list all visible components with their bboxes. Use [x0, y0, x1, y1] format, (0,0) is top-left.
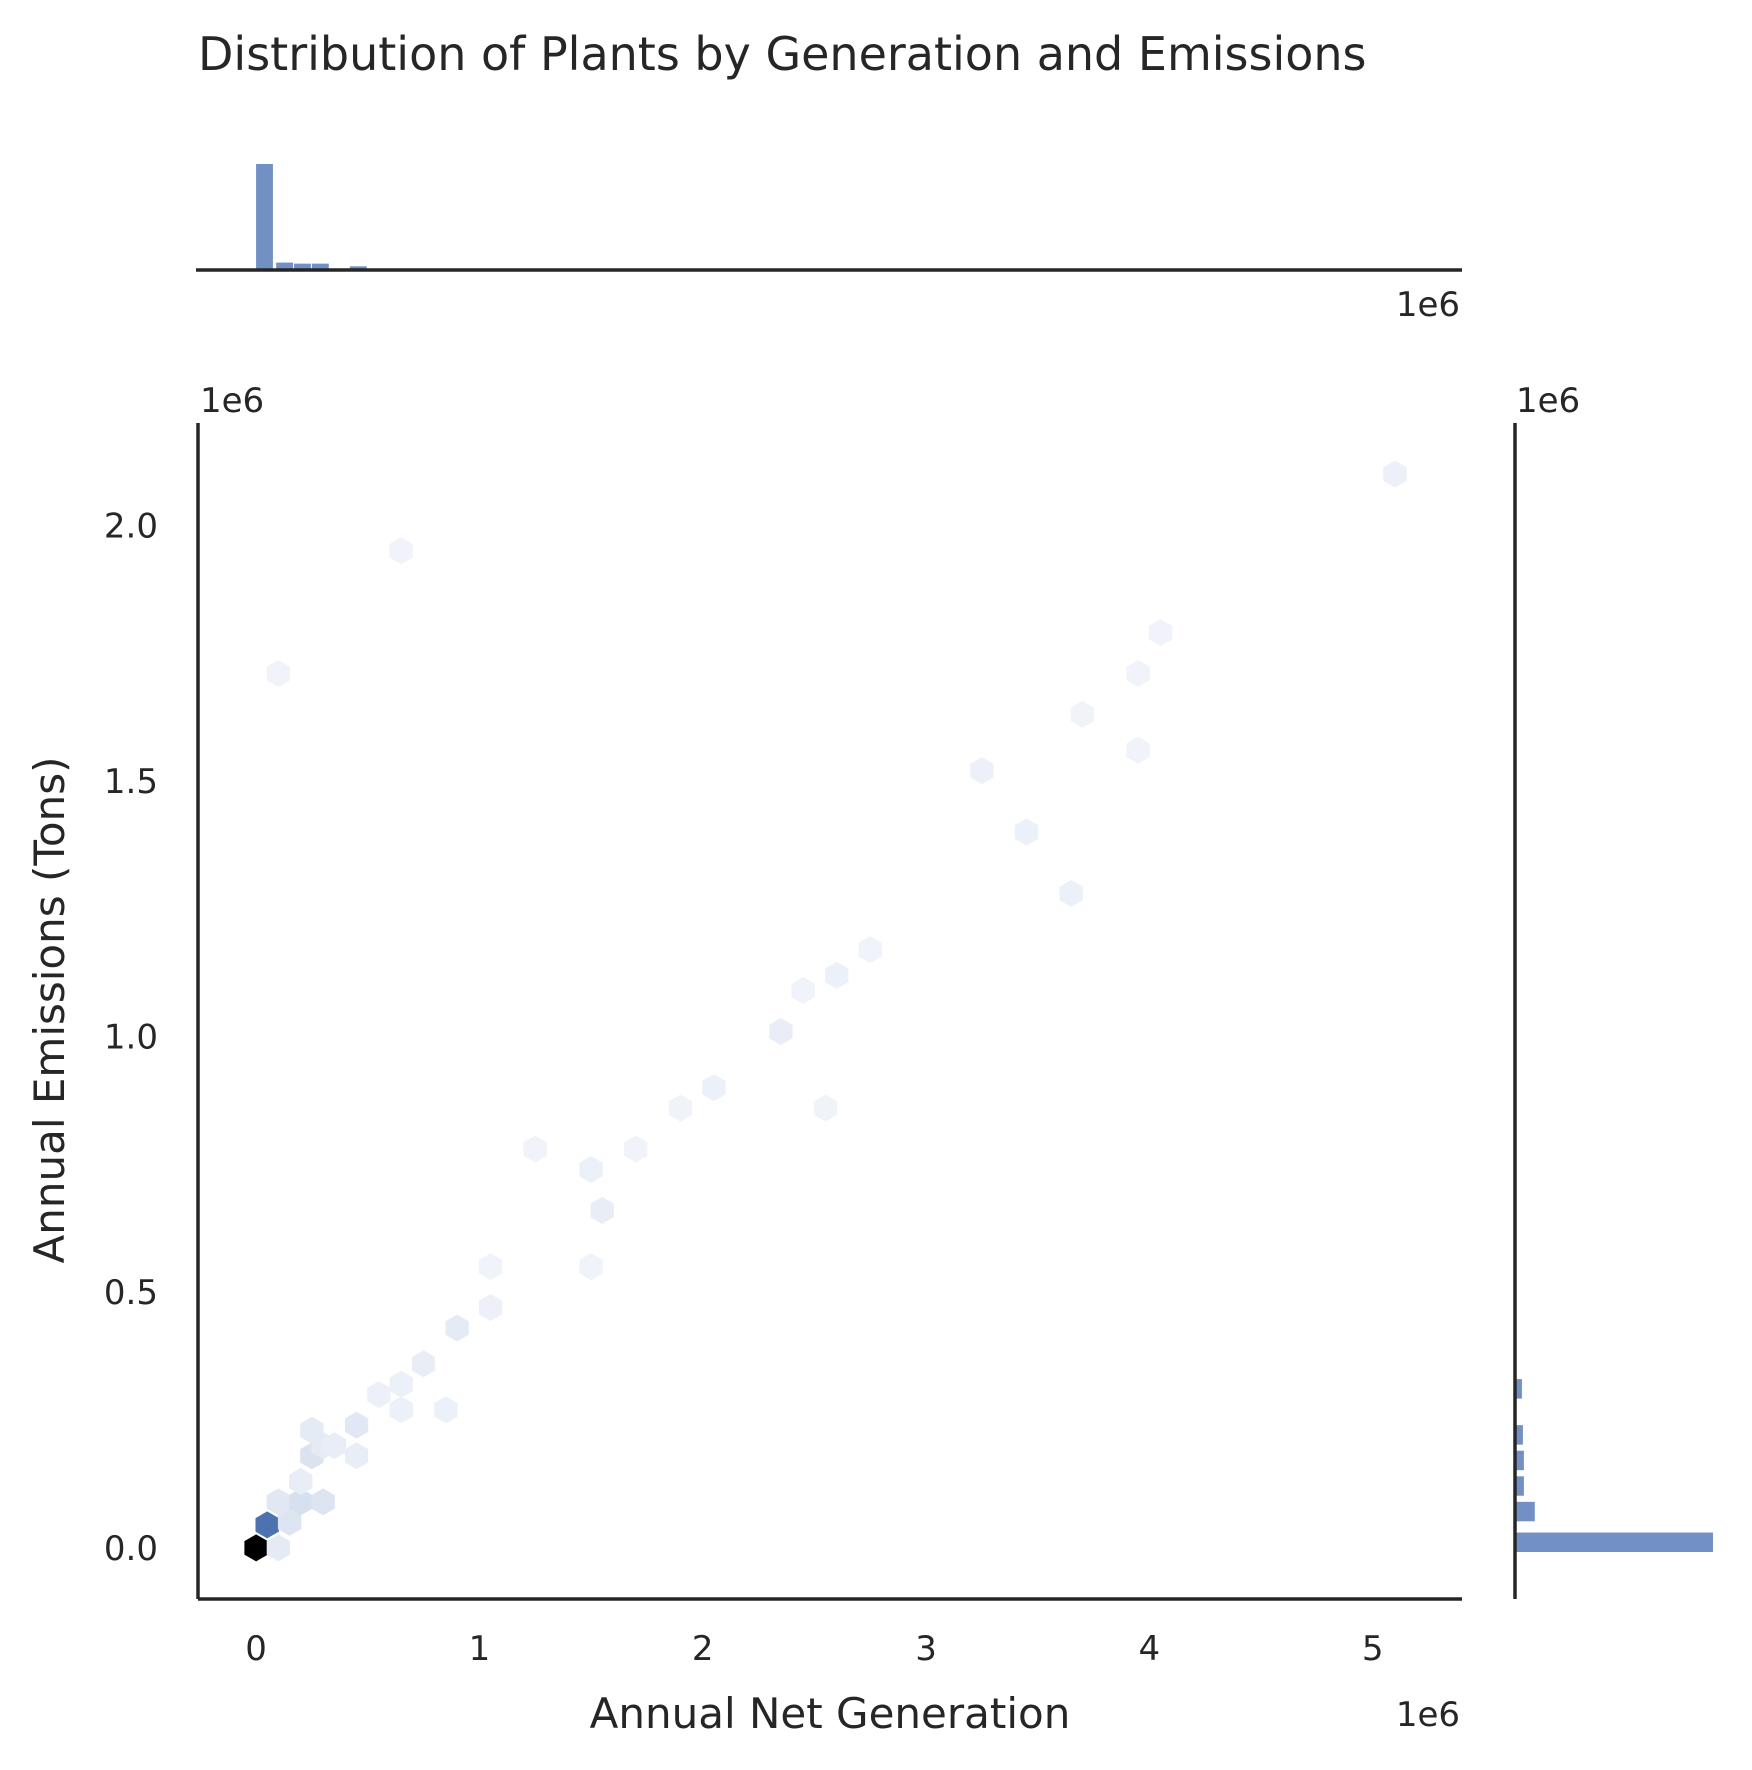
- x-tick-label: 4: [1139, 1629, 1161, 1669]
- hexbin-cell: [970, 757, 994, 785]
- y-axis-label: Annual Emissions (Tons): [25, 757, 74, 1264]
- x-tick-labels: 0 1 2 3 4 5: [245, 1629, 1383, 1669]
- x-tick-label: 0: [245, 1629, 267, 1669]
- marginal-x-bar: [349, 266, 367, 270]
- hexbin-cell: [478, 1294, 503, 1322]
- hexbin-cell: [389, 1370, 413, 1398]
- hexbin-cell: [289, 1488, 313, 1516]
- hexbin-cell: [1126, 660, 1150, 687]
- marginal-x-bar: [276, 262, 294, 270]
- hexbin-cell: [579, 1156, 603, 1183]
- marginal-x-bar: [294, 263, 311, 270]
- x-tick-label: 5: [1362, 1629, 1384, 1669]
- y-tick-label: 0.0: [104, 1529, 158, 1569]
- hexbin-cell: [434, 1396, 458, 1424]
- hexbin-cell: [445, 1314, 469, 1342]
- hexbin-cell: [300, 1416, 324, 1444]
- hexbin-cell: [277, 1508, 302, 1536]
- x-axis-label: Annual Net Generation: [590, 1689, 1071, 1738]
- hexbin-cell: [389, 537, 413, 565]
- hexbin-cell: [389, 1396, 413, 1424]
- marginal-x-offset-label: 1e6: [1396, 285, 1460, 325]
- chart-title: Distribution of Plants by Generation and…: [198, 27, 1367, 81]
- hexbin-cell: [523, 1135, 547, 1163]
- marginal-x-histogram: [256, 164, 367, 270]
- marginal-y-bar: [1515, 1501, 1535, 1522]
- y-tick-label: 1.0: [104, 1018, 158, 1058]
- marginal-y-histogram: [1515, 1379, 1713, 1552]
- hexbin-cell: [825, 961, 849, 989]
- hexbin-cell: [266, 660, 291, 687]
- hexbin-cell: [266, 1534, 291, 1562]
- hexbin-cell: [478, 1253, 503, 1281]
- marginal-y-bar: [1515, 1379, 1522, 1399]
- x-tick-label: 2: [692, 1629, 714, 1669]
- y-tick-label: 2.0: [104, 506, 158, 546]
- marginal-y-bar: [1515, 1532, 1713, 1552]
- marginal-x-bar: [311, 263, 329, 270]
- y-tick-label: 1.5: [104, 762, 158, 802]
- y-tick-label: 0.5: [104, 1273, 158, 1313]
- hexbin-cell: [769, 1018, 793, 1045]
- y-offset-label: 1e6: [200, 381, 264, 421]
- hexbin-cell: [1148, 619, 1173, 647]
- hexbin-cell: [1383, 460, 1407, 488]
- hexbin-cell: [791, 977, 815, 1004]
- marginal-y-offset-label: 1e6: [1516, 381, 1580, 421]
- hexbin-cell: [344, 1442, 369, 1470]
- hexbin-cell: [1014, 818, 1039, 846]
- hexbin-cell: [579, 1253, 603, 1281]
- hexbin-cell: [668, 1094, 693, 1122]
- hexbin-cell: [311, 1488, 335, 1516]
- marginal-y-bar: [1515, 1425, 1523, 1445]
- marginal-y-bar: [1515, 1476, 1524, 1496]
- hexbin-cell: [1126, 736, 1150, 764]
- hexbin-cell: [813, 1094, 838, 1122]
- marginal-y-bar: [1515, 1450, 1524, 1471]
- x-offset-label: 1e6: [1396, 1695, 1460, 1735]
- hexbin-cell: [367, 1381, 391, 1408]
- hexbin-cell: [344, 1411, 369, 1439]
- hexbin-cell: [289, 1467, 313, 1495]
- hexbin-cell: [1059, 879, 1083, 907]
- x-tick-label: 3: [915, 1629, 937, 1669]
- hexbin-layer: [244, 460, 1407, 1562]
- marginal-x-bar: [256, 164, 273, 270]
- hexbin-cell: [255, 1511, 279, 1539]
- hexbin-cell: [858, 936, 882, 964]
- y-tick-labels: 0.0 0.5 1.0 1.5 2.0: [104, 506, 158, 1569]
- hexbin-cell: [244, 1534, 268, 1562]
- hexbin-cell: [702, 1074, 726, 1102]
- hexbin-cell: [590, 1196, 614, 1224]
- hexbin-cell: [322, 1432, 346, 1460]
- hexbin-cell: [266, 1488, 291, 1516]
- hexbin-cell: [1070, 700, 1094, 728]
- hexbin-cell: [624, 1135, 648, 1163]
- x-tick-label: 1: [469, 1629, 491, 1669]
- hexbin-cell: [411, 1350, 436, 1378]
